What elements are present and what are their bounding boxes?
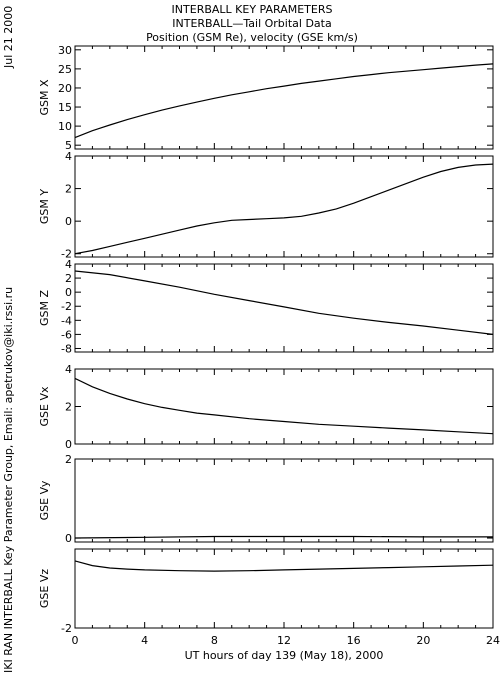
panel-frame bbox=[74, 548, 494, 629]
series-line bbox=[74, 377, 494, 435]
y-axis-label: GSE Vx bbox=[38, 386, 51, 426]
y-tick-label: 5 bbox=[65, 139, 72, 152]
y-tick-label: 10 bbox=[58, 120, 72, 133]
panel-frame bbox=[74, 263, 494, 353]
y-tick-label: 2 bbox=[65, 272, 72, 285]
y-axis-label: GSM X bbox=[38, 79, 51, 115]
panel-frame bbox=[74, 155, 494, 258]
x-axis-label: UT hours of day 139 (May 18), 2000 bbox=[185, 649, 384, 662]
side-date: Jul 21 2000 bbox=[2, 6, 15, 69]
series-line bbox=[74, 560, 494, 572]
x-tick-label: 8 bbox=[211, 634, 218, 647]
y-tick-label: -4 bbox=[61, 314, 72, 327]
y-tick-label: 20 bbox=[58, 82, 72, 95]
x-tick-label: 4 bbox=[141, 634, 148, 647]
x-tick-label: 12 bbox=[277, 634, 291, 647]
x-tick-label: 16 bbox=[347, 634, 361, 647]
series-line bbox=[74, 63, 494, 139]
series-line bbox=[74, 535, 493, 539]
y-axis-label: GSM Y bbox=[38, 189, 51, 224]
y-tick-label: 15 bbox=[58, 101, 72, 114]
y-tick-label: 0 bbox=[65, 532, 72, 545]
x-tick-label: 24 bbox=[486, 634, 500, 647]
y-tick-label: -2 bbox=[61, 622, 72, 635]
y-tick-label: -2 bbox=[61, 300, 72, 313]
y-tick-label: -2 bbox=[61, 248, 72, 261]
panel-frame bbox=[74, 368, 494, 445]
x-tick-label: 20 bbox=[416, 634, 430, 647]
y-tick-label: 0 bbox=[65, 438, 72, 451]
y-tick-label: -8 bbox=[61, 342, 72, 355]
y-tick-label: 2 bbox=[65, 453, 72, 466]
y-tick-label: 2 bbox=[65, 401, 72, 414]
side-credit: IKI RAN INTERBALL Key Parameter Group, E… bbox=[2, 287, 15, 673]
y-axis-label: GSE Vy bbox=[38, 480, 51, 520]
series-line bbox=[74, 270, 494, 335]
panel-frame bbox=[74, 45, 494, 150]
y-tick-label: 2 bbox=[65, 183, 72, 196]
series-line bbox=[74, 163, 494, 255]
x-tick-label: 0 bbox=[72, 634, 79, 647]
title-line-2: INTERBALL—Tail Orbital Data bbox=[172, 17, 331, 30]
y-tick-label: 0 bbox=[65, 286, 72, 299]
title-line-1: INTERBALL KEY PARAMETERS bbox=[172, 3, 333, 16]
y-axis-label: GSE Vz bbox=[38, 569, 51, 608]
y-tick-label: 4 bbox=[65, 150, 72, 163]
panel-frame bbox=[74, 458, 494, 543]
y-tick-label: 4 bbox=[65, 258, 72, 271]
y-tick-label: -6 bbox=[61, 328, 72, 341]
y-tick-label: 30 bbox=[58, 44, 72, 57]
y-axis-label: GSM Z bbox=[38, 290, 51, 326]
y-tick-label: 4 bbox=[65, 363, 72, 376]
y-tick-label: 25 bbox=[58, 63, 72, 76]
title-line-3: Position (GSM Re), velocity (GSE km/s) bbox=[146, 31, 358, 44]
y-tick-label: 0 bbox=[65, 215, 72, 228]
